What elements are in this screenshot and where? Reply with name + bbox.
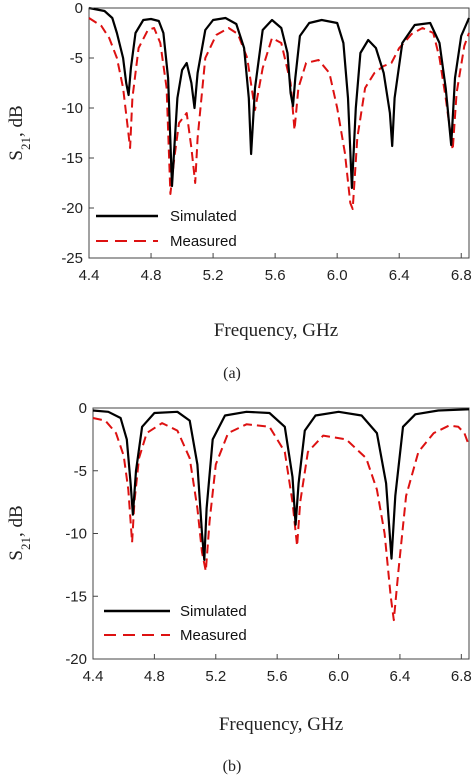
legend-label-measured: Measured [170,233,237,250]
x-tick-label: 5.6 [265,267,286,284]
y-label-sub: 21 [18,137,33,150]
y-label-tail: , dB [6,505,27,537]
y-tick-label: -10 [65,526,87,543]
y-tick-label: -15 [65,588,87,605]
y-tick-label: -15 [61,150,83,167]
y-tick-label: -20 [65,651,87,668]
series-line-measured [88,17,470,210]
x-tick-label: 5.2 [203,267,224,284]
y-tick-label: -5 [70,50,83,67]
chart-b: 0 -5 -10 -15 -20 4.4 4.8 5.2 5.6 6.0 6.4 6.8 Simul… [6,400,472,775]
legend-label-measured: Measured [180,627,247,644]
x-tick-label: 5.2 [205,668,226,685]
y-tick-label: 0 [79,400,87,417]
series-line-measured [92,417,470,622]
y-ticks: 0 -5 -10 -15 -20 -25 [61,0,94,267]
x-tick-label: 4.4 [83,668,104,685]
legend-label-simulated: Simulated [180,603,247,620]
legend: Simulated Measured [104,603,247,644]
x-axis-label: Frequency, GHz [219,714,343,735]
y-label-main: S [6,150,27,161]
x-tick-label: 6.0 [327,267,348,284]
x-tick-label: 5.6 [267,668,288,685]
y-label-sub: 21 [18,537,33,550]
x-tick-label: 4.8 [141,267,162,284]
x-tick-label: 6.8 [451,668,472,685]
y-tick-label: -5 [74,463,87,480]
x-tick-label: 4.4 [79,267,100,284]
y-tick-label: -10 [61,100,83,117]
series-line-simulated [92,408,470,561]
legend: Simulated Measured [96,208,237,250]
x-tick-label: 6.8 [451,267,472,284]
chart-a: 0 -5 -10 -15 -20 -25 4.4 4.8 5.2 5.6 6.0 6.4 6.8 Si… [6,0,472,382]
series-layer [88,6,471,210]
y-ticks: 0 -5 -10 -15 -20 [65,400,98,668]
y-tick-label: -25 [61,250,83,267]
y-axis-label: S21, dB [6,105,33,160]
series-layer [92,408,470,622]
x-ticks: 4.4 4.8 5.2 5.6 6.0 6.4 6.8 [79,253,472,284]
x-axis-label: Frequency, GHz [214,320,338,341]
y-tick-label: -20 [61,200,83,217]
y-tick-label: 0 [75,0,83,17]
x-ticks: 4.4 4.8 5.2 5.6 6.0 6.4 6.8 [83,654,472,685]
x-tick-label: 4.8 [144,668,165,685]
caption-a: (a) [223,365,241,382]
caption-b: (b) [223,758,242,775]
y-label-tail: , dB [6,105,27,137]
y-axis-label: S21, dB [6,505,33,560]
y-label-main: S [6,550,27,561]
legend-label-simulated: Simulated [170,208,237,225]
plot-frame [88,7,470,259]
series-line-simulated [88,6,471,190]
x-tick-label: 6.4 [389,267,410,284]
x-tick-label: 6.4 [390,668,411,685]
x-tick-label: 6.0 [328,668,349,685]
